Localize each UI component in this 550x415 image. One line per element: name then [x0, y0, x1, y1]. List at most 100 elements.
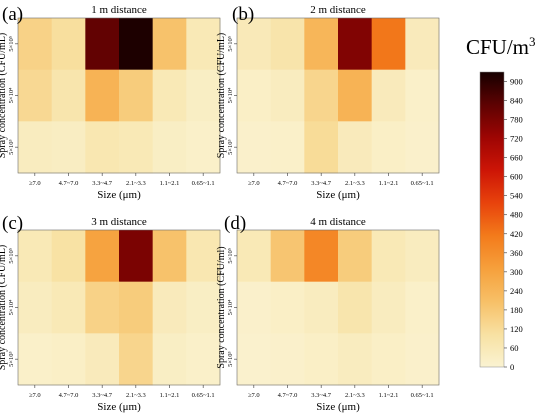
x-tick-label: ≥7.0: [29, 392, 41, 399]
heatmap-cell: [237, 18, 272, 71]
heatmap-cell: [405, 69, 440, 122]
x-tick-label: 3.3~4.7: [311, 392, 332, 399]
panel-label: (a): [2, 4, 23, 25]
heatmap-cell: [85, 18, 120, 71]
heatmap-cell: [371, 121, 406, 174]
heatmap-cell: [304, 18, 339, 71]
panel-title: 3 m distance: [91, 216, 147, 228]
x-axis-label: Size (μm): [97, 401, 141, 413]
x-tick-label: 2.1~3.3: [126, 392, 146, 399]
heatmap-cell: [186, 121, 221, 174]
panel-label: (b): [232, 4, 254, 25]
x-axis-label: Size (μm): [316, 189, 360, 201]
heatmap-cell: [270, 281, 305, 334]
x-tick-label: ≥7.0: [248, 180, 260, 187]
heatmap-cell: [152, 18, 187, 71]
x-tick-label: 1.1~2.1: [379, 392, 399, 399]
panel-title: 2 m distance: [310, 4, 366, 16]
x-tick-label: ≥7.0: [29, 180, 41, 187]
x-tick-label: 1.1~2.1: [160, 180, 180, 187]
colorbar-tick-label: 300: [510, 267, 523, 277]
colorbar-tick-label: 720: [510, 134, 523, 144]
y-tick-label: 5×10⁴: [227, 87, 234, 103]
heatmap-panel: 4 m distance (d) ≥7.0 4.7~7.0 3.3~4.7 2.1~3.3…: [216, 213, 440, 413]
heatmap-panel: 1 m distance (a) ≥7.0 4.7~7.0 3.3~4.7 2.1~3.3…: [0, 4, 221, 201]
y-tick-label: 5×10⁵: [8, 36, 15, 52]
heatmap-cell: [186, 69, 221, 122]
heatmap-cell: [18, 18, 53, 71]
heatmap-cell: [152, 121, 187, 174]
colorbar-tick-label: 180: [510, 305, 523, 315]
heatmap-cell: [51, 69, 86, 122]
colorbar-tick-label: 420: [510, 229, 523, 239]
heatmap-cell: [338, 121, 373, 174]
x-tick-label: 3.3~4.7: [92, 392, 113, 399]
colorbar-tick-label: 540: [510, 191, 523, 201]
heatmap-cell: [85, 333, 120, 386]
heatmap-cell: [51, 333, 86, 386]
x-axis-label: Size (μm): [97, 189, 141, 201]
heatmap-cell: [119, 230, 154, 283]
y-tick-label: 5×10⁵: [227, 248, 234, 264]
x-tick-label: 1.1~2.1: [379, 180, 399, 187]
colorbar-tick-label: 120: [510, 324, 523, 334]
y-tick-label: 5×10⁴: [227, 299, 234, 315]
x-tick-label: 0.65~1.1: [192, 180, 215, 187]
colorbar-tick-label: 240: [510, 286, 523, 296]
heatmap-cell: [338, 281, 373, 334]
y-tick-label: 5×10⁴: [8, 299, 15, 315]
x-tick-label: 4.7~7.0: [278, 392, 298, 399]
heatmap-cell: [152, 281, 187, 334]
heatmap-cell: [270, 230, 305, 283]
colorbar-gradient: [479, 71, 505, 368]
heatmap-cell: [338, 333, 373, 386]
x-tick-label: 4.7~7.0: [59, 392, 79, 399]
heatmap-cell: [405, 18, 440, 71]
heatmap-cell: [152, 333, 187, 386]
heatmap-cell: [85, 69, 120, 122]
x-tick-label: 2.1~3.3: [126, 180, 146, 187]
colorbar-tick-label: 840: [510, 96, 523, 106]
heatmap-cell: [51, 121, 86, 174]
panel-label: (c): [2, 213, 23, 234]
y-axis-label: Spray concentration (CFU/mL): [0, 33, 8, 159]
heatmap-cell: [371, 333, 406, 386]
heatmap-cell: [270, 18, 305, 71]
heatmap-cell: [18, 281, 53, 334]
heatmap-cell: [304, 121, 339, 174]
y-axis-label: Spray concentration (CFU/ml): [216, 246, 227, 368]
heatmap-cell: [405, 121, 440, 174]
heatmap-cell: [405, 333, 440, 386]
heatmap-cell: [85, 281, 120, 334]
colorbar-tick-label: 480: [510, 210, 523, 220]
panel-title: 4 m distance: [310, 216, 366, 228]
heatmap-cell: [237, 230, 272, 283]
colorbar-title: CFU/m3: [466, 34, 536, 59]
heatmap-cell: [51, 281, 86, 334]
y-tick-label: 5×10⁵: [8, 248, 15, 264]
colorbar-tick-label: 360: [510, 248, 523, 258]
heatmap-cell: [119, 18, 154, 71]
y-tick-label: 5×10⁴: [8, 87, 15, 103]
x-axis-label: Size (μm): [316, 401, 360, 413]
heatmap-cell: [119, 333, 154, 386]
heatmap-cell: [405, 281, 440, 334]
x-tick-label: 3.3~4.7: [311, 180, 332, 187]
heatmap-cell: [186, 281, 221, 334]
colorbar-tick-label: 900: [510, 77, 523, 87]
x-tick-label: 4.7~7.0: [278, 180, 298, 187]
colorbar-tick-label: 60: [510, 343, 519, 353]
heatmap-cell: [51, 230, 86, 283]
heatmap-cell: [270, 121, 305, 174]
panel-title: 1 m distance: [91, 4, 147, 16]
colorbar-tick-label: 600: [510, 172, 523, 182]
heatmap-cell: [405, 230, 440, 283]
y-tick-label: 5×10³: [8, 139, 15, 154]
heatmap-cell: [371, 281, 406, 334]
heatmap-cell: [186, 18, 221, 71]
heatmap-cell: [51, 18, 86, 71]
x-tick-label: 0.65~1.1: [411, 180, 434, 187]
panel-label: (d): [224, 213, 246, 234]
heatmap-cell: [304, 281, 339, 334]
heatmap-cell: [338, 69, 373, 122]
